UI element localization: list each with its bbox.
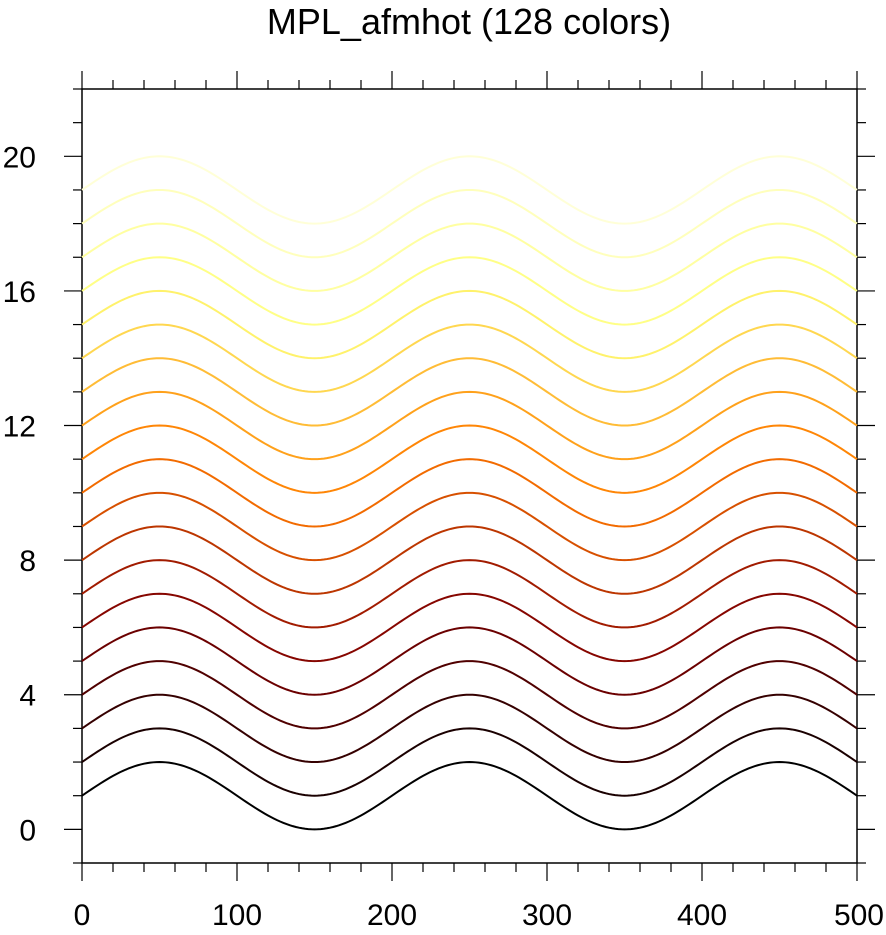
x-tick-label: 300 — [522, 899, 572, 932]
y-tick-label: 12 — [3, 411, 36, 444]
y-tick-label: 0 — [19, 814, 36, 847]
series-line-0 — [81, 761, 858, 831]
series-line-18 — [81, 155, 858, 225]
x-tick-label: 100 — [212, 899, 262, 932]
plot-frame — [81, 88, 858, 864]
x-tick-label: 200 — [367, 899, 417, 932]
x-tick-label: 400 — [677, 899, 727, 932]
series-line-8 — [81, 491, 858, 562]
series-line-17 — [81, 188, 858, 259]
series-line-3 — [81, 660, 858, 730]
series-line-13 — [81, 323, 858, 393]
series-line-14 — [81, 289, 858, 360]
series-line-4 — [81, 626, 858, 696]
series-line-15 — [81, 256, 858, 326]
series-lines — [81, 155, 858, 831]
series-line-16 — [81, 222, 858, 292]
x-tick-label: 500 — [834, 899, 884, 932]
series-line-2 — [81, 693, 858, 764]
series-line-9 — [81, 458, 858, 528]
series-line-1 — [81, 727, 858, 797]
axis-tick-labels: 0 100 200 300 400 500 0 4 8 12 16 20 — [3, 141, 884, 932]
series-line-10 — [81, 424, 858, 494]
x-tick-label: 0 — [74, 899, 91, 932]
axis-ticks — [64, 71, 875, 881]
series-line-5 — [81, 592, 858, 663]
series-line-6 — [81, 559, 858, 629]
series-line-7 — [81, 525, 858, 595]
y-tick-label: 20 — [3, 141, 36, 174]
y-tick-label: 8 — [19, 545, 36, 578]
y-tick-label: 4 — [19, 680, 36, 713]
chart-title: MPL_afmhot (128 colors) — [267, 1, 671, 42]
y-tick-label: 16 — [3, 276, 36, 309]
series-line-11 — [81, 390, 858, 461]
series-line-12 — [81, 357, 858, 427]
